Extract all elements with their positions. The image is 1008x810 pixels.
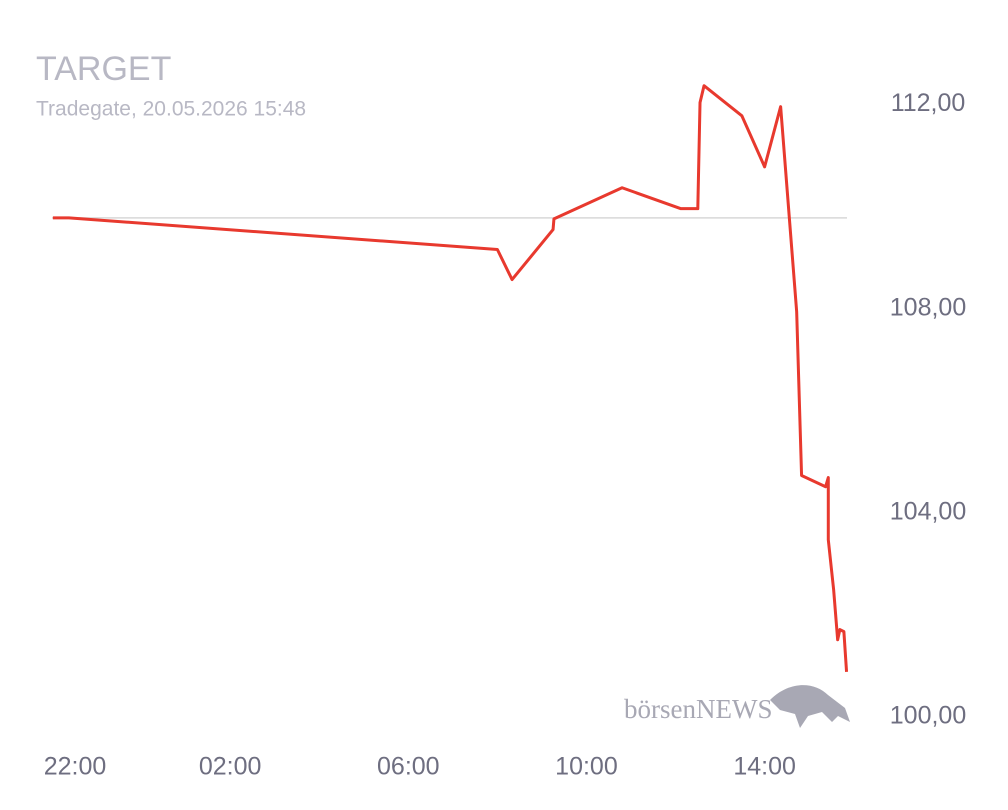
- y-tick-label: 100,00: [890, 701, 966, 729]
- price-line: [52, 84, 849, 673]
- chart-subtitle: Tradegate, 20.05.2026 15:48: [36, 98, 306, 121]
- x-tick-label: 06:00: [377, 753, 440, 781]
- watermark-logo: [770, 685, 850, 728]
- x-tick-label: 22:00: [44, 753, 107, 781]
- x-tick-label: 02:00: [199, 753, 262, 781]
- y-tick-label: 104,00: [890, 497, 966, 525]
- x-tick-label: 14:00: [733, 753, 796, 781]
- watermark: börsenNEWS: [624, 694, 772, 724]
- y-tick-label: 108,00: [890, 293, 966, 321]
- y-tick-label: 112,00: [891, 89, 966, 117]
- x-tick-label: 10:00: [555, 753, 618, 781]
- chart-title: TARGET: [36, 50, 171, 88]
